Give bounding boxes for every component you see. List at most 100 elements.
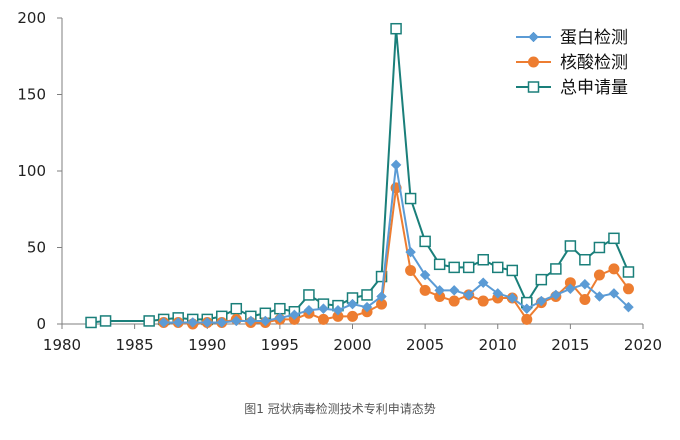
data-point (99, 315, 112, 327)
data-point (477, 253, 489, 266)
data-point (608, 232, 620, 245)
data-point (172, 317, 184, 328)
data-point (448, 284, 460, 296)
data-point (187, 317, 199, 328)
x-tick-label: 2020 (624, 336, 662, 354)
y-tick-label: 50 (27, 239, 46, 257)
data-point (594, 291, 605, 302)
data-point (579, 278, 591, 290)
data-point (405, 264, 417, 276)
legend-label: 蛋白检测 (560, 28, 628, 48)
data-point (274, 302, 286, 315)
legend-entry-0: 蛋白检测 (516, 28, 628, 48)
data-point (608, 263, 620, 275)
data-point (448, 261, 460, 274)
data-point (245, 315, 257, 327)
data-point (274, 312, 286, 324)
data-point (593, 241, 606, 254)
y-tick-label: 0 (36, 315, 46, 333)
data-point (230, 315, 242, 327)
data-point (85, 316, 97, 329)
series-layer (85, 22, 635, 330)
data-point (579, 253, 591, 266)
data-point (506, 264, 519, 277)
data-point (347, 310, 358, 322)
x-tick-label: 2015 (551, 336, 589, 354)
data-point (143, 315, 155, 327)
data-point (622, 266, 635, 278)
x-tick-label: 1985 (116, 336, 154, 354)
data-point (433, 258, 446, 271)
data-point (390, 159, 402, 171)
data-point (521, 303, 533, 315)
data-point (608, 288, 620, 299)
data-point (390, 22, 402, 35)
x-tick-label: 2005 (406, 336, 444, 354)
data-point (622, 283, 634, 295)
data-point (506, 292, 518, 304)
data-point (419, 235, 431, 248)
data-point (318, 303, 329, 315)
legend-swatch-marker (528, 31, 539, 43)
data-point (419, 284, 431, 296)
data-point (521, 313, 533, 325)
legend-entry-2: 总申请量 (516, 78, 628, 98)
y-tick-label: 150 (17, 86, 46, 104)
data-point (550, 289, 562, 301)
axes: 0 50 100 150 200 1980 1985 1990 1995 2000 2005 2010… (17, 9, 662, 354)
legend-entry-1: 核酸检测 (516, 53, 628, 73)
x-tick-label: 1990 (188, 336, 226, 354)
data-point (347, 298, 358, 310)
series-0 (158, 159, 634, 328)
data-point (158, 317, 170, 328)
data-point (317, 313, 329, 325)
data-point (535, 273, 548, 286)
legend-swatch-marker (527, 81, 540, 93)
x-tick-label: 2010 (479, 336, 517, 354)
series-2 (85, 22, 635, 329)
data-point (303, 289, 315, 301)
data-point (477, 277, 489, 289)
data-point (216, 317, 228, 328)
data-point (593, 269, 605, 281)
data-point (579, 294, 591, 306)
legend-label: 总申请量 (560, 78, 628, 98)
figure-caption: 图1 冠状病毒检测技术专利申请态势 (244, 402, 436, 416)
data-point (230, 302, 243, 315)
x-tick-label: 2000 (333, 336, 371, 354)
data-point (492, 288, 504, 299)
data-point (477, 295, 489, 307)
data-point (289, 309, 300, 321)
data-point (535, 295, 547, 307)
data-point (303, 304, 315, 316)
legend-label: 核酸检测 (560, 53, 628, 73)
data-point (332, 304, 344, 316)
data-point (404, 192, 417, 205)
data-point (463, 289, 475, 301)
y-tick-label: 200 (17, 9, 46, 27)
data-point (259, 315, 271, 327)
data-point (492, 261, 504, 274)
data-point (434, 284, 446, 296)
data-point (564, 240, 577, 252)
data-point (201, 317, 213, 328)
data-point (565, 283, 576, 295)
x-tick-label: 1980 (43, 336, 81, 354)
data-point (419, 269, 431, 281)
data-point (376, 291, 387, 302)
x-tick-label: 1995 (261, 336, 299, 354)
series-line (90, 28, 630, 324)
y-tick-label: 100 (17, 162, 46, 180)
legend-swatch-marker (528, 56, 539, 68)
data-point (405, 246, 416, 258)
data-point (361, 301, 373, 313)
data-point (550, 263, 562, 275)
data-point (623, 301, 634, 313)
data-point (462, 261, 475, 274)
data-point (375, 270, 388, 283)
data-point (448, 295, 460, 307)
data-point (361, 289, 373, 301)
series-1 (158, 182, 634, 330)
